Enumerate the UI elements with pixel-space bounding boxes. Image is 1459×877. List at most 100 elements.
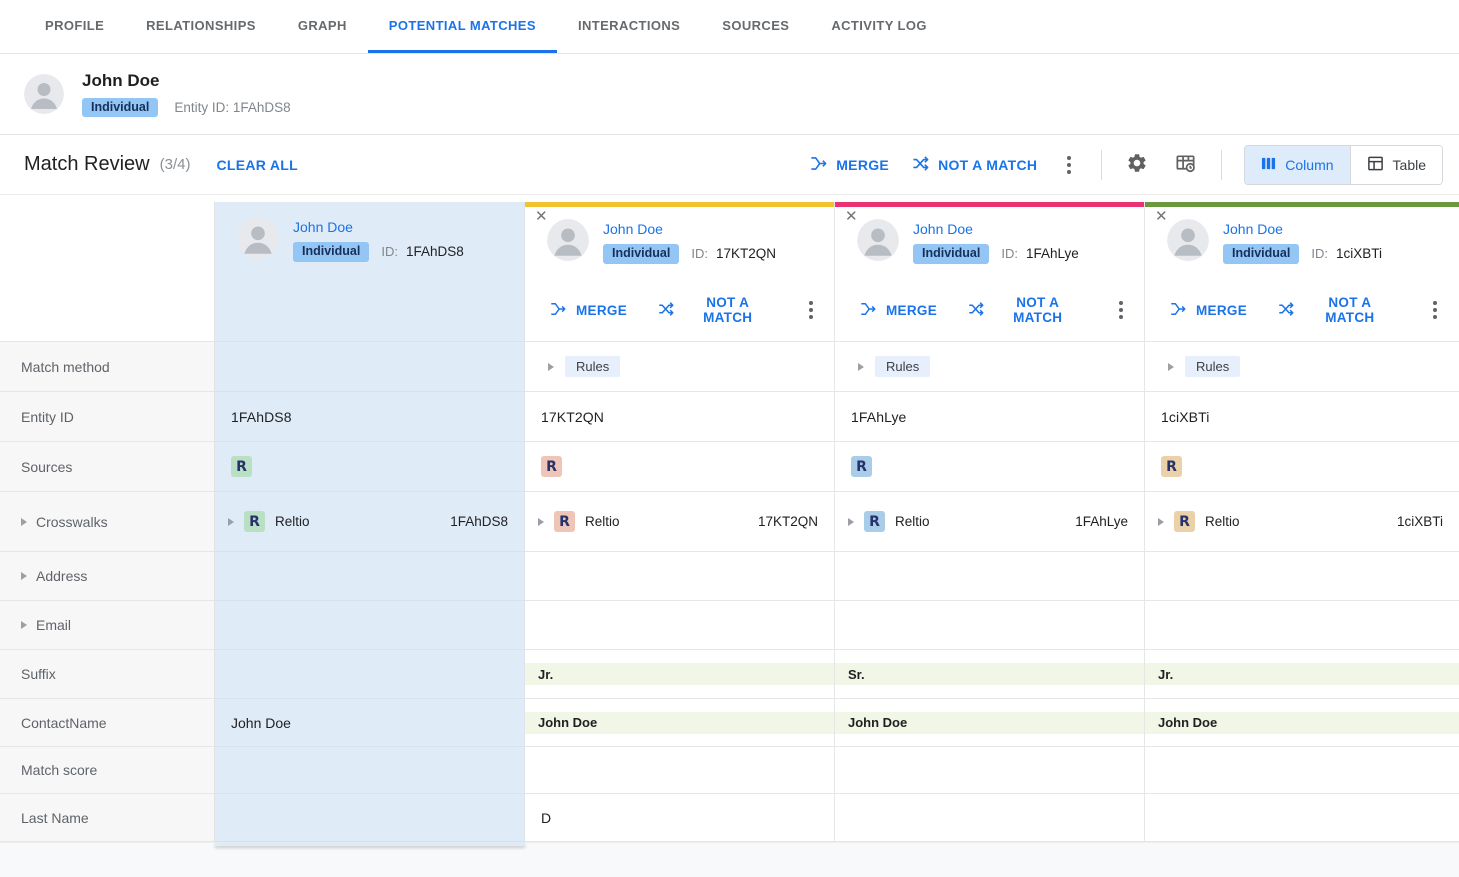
not-a-match-button[interactable]: NOT A MATCH [911, 154, 1037, 176]
tab-relationships[interactable]: RELATIONSHIPS [146, 17, 256, 33]
entity-name-link[interactable]: John Doe [913, 221, 973, 237]
cell-contact-name-3: John Doe [1145, 699, 1459, 747]
expand-arrow-icon[interactable] [538, 517, 544, 526]
expand-arrow-icon[interactable] [228, 517, 234, 526]
shuffle-icon [1277, 300, 1295, 321]
tab-potential-matches[interactable]: POTENTIAL MATCHES [367, 0, 557, 53]
avatar [547, 219, 589, 264]
divider [1221, 149, 1223, 180]
expand-arrow-icon[interactable] [1158, 517, 1164, 526]
entity-id-text: Entity ID: 1FAhDS8 [174, 100, 291, 115]
reltio-source-icon: R [1174, 511, 1195, 532]
cell-email-1 [525, 601, 835, 650]
id-label: ID: [1001, 246, 1018, 262]
tab-profile[interactable]: PROFILE [45, 17, 105, 33]
cell-match-method-base [215, 342, 525, 392]
row-label-match-method: Match method [0, 342, 215, 392]
entity-name-link[interactable]: John Doe [293, 219, 353, 235]
kebab-menu-icon[interactable] [801, 298, 820, 322]
shuffle-icon [967, 300, 985, 321]
entity-name-link[interactable]: John Doe [1223, 221, 1283, 237]
kebab-menu-icon[interactable] [1059, 153, 1079, 177]
entity-id-value: 17KT2QN [715, 246, 776, 262]
merge-button[interactable]: MERGE [809, 154, 889, 176]
expand-arrow-icon[interactable] [848, 517, 854, 526]
expand-arrow-icon[interactable] [21, 572, 27, 580]
reltio-source-icon: R [541, 456, 562, 477]
match-highlight-band: Sr. [835, 663, 1144, 685]
tab-graph[interactable]: GRAPH [297, 17, 347, 33]
avatar [237, 217, 279, 262]
tab-interactions[interactable]: INTERACTIONS [577, 17, 681, 33]
match-count: (3/4) [159, 156, 191, 173]
gear-icon [1126, 152, 1148, 177]
reltio-source-icon: R [231, 456, 252, 477]
merge-icon [859, 300, 877, 321]
cell-email-3 [1145, 601, 1459, 650]
column-view-button[interactable]: Column [1245, 145, 1350, 184]
merge-icon [809, 154, 828, 176]
kebab-menu-icon[interactable] [1426, 298, 1445, 322]
match-highlight-band: John Doe [835, 711, 1144, 734]
reltio-source-icon: R [554, 511, 575, 532]
row-label-crosswalks[interactable]: Crosswalks [0, 492, 215, 552]
entity-id-value: 1FAhDS8 [405, 244, 464, 260]
match-rule-chip: Rules [875, 356, 931, 377]
match-column-header-1: ✕ John Doe Individual ID: 17KT2QN MERGE … [525, 202, 835, 342]
merge-button[interactable]: MERGE [859, 300, 937, 321]
reltio-source-icon: R [244, 511, 265, 532]
match-highlight-band: Jr. [525, 663, 834, 685]
close-icon[interactable]: ✕ [1155, 208, 1168, 225]
reltio-source-icon: R [1161, 456, 1182, 477]
match-accent-bar [1145, 202, 1459, 207]
table-view-button[interactable]: Table [1349, 145, 1442, 184]
cell-match-method-2: Rules [835, 342, 1145, 392]
match-highlight-band: John Doe [525, 711, 834, 734]
expand-arrow-icon[interactable] [21, 517, 27, 526]
entity-type-badge: Individual [82, 97, 159, 118]
kebab-menu-icon[interactable] [1111, 298, 1130, 322]
settings-button[interactable] [1124, 150, 1150, 179]
cell-last-name-3 [1145, 794, 1459, 842]
cell-address-3 [1145, 552, 1459, 601]
tab-sources[interactable]: SOURCES [722, 17, 790, 33]
entity-type-badge: Individual [913, 244, 990, 264]
tab-activity-log[interactable]: ACTIVITY LOG [831, 17, 927, 33]
not-a-match-button[interactable]: NOT A MATCH [967, 295, 1081, 325]
avatar [857, 219, 899, 264]
merge-button[interactable]: MERGE [1169, 300, 1247, 321]
match-column-header-3: ✕ John Doe Individual ID: 1ciXBTi MERGE … [1145, 202, 1459, 342]
cell-crosswalks-base: R Reltio 1FAhDS8 [215, 492, 525, 552]
expand-arrow-icon[interactable] [21, 621, 27, 629]
merge-button[interactable]: MERGE [549, 300, 627, 321]
close-icon[interactable]: ✕ [535, 208, 548, 225]
cell-address-base [215, 552, 525, 601]
cell-entity-id-2: 1FAhLye [835, 392, 1145, 442]
table-preferences-button[interactable] [1172, 150, 1199, 180]
row-label-entity-id: Entity ID [0, 392, 215, 442]
expand-arrow-icon[interactable] [858, 362, 864, 371]
row-label-contact-name: ContactName [0, 699, 215, 747]
cell-suffix-2: Sr. [835, 650, 1145, 699]
cell-last-name-2 [835, 794, 1145, 842]
expand-arrow-icon[interactable] [1168, 362, 1174, 371]
clear-all-button[interactable]: CLEAR ALL [216, 156, 298, 173]
expand-arrow-icon[interactable] [548, 362, 554, 371]
row-label-address[interactable]: Address [0, 552, 215, 601]
entity-id-value: 1FAhLye [1025, 246, 1079, 262]
entity-tab-bar: PROFILE RELATIONSHIPS GRAPH POTENTIAL MA… [0, 0, 1459, 54]
cell-match-method-3: Rules [1145, 342, 1459, 392]
cell-crosswalks-3: R Reltio 1ciXBTi [1145, 492, 1459, 552]
entity-name-link[interactable]: John Doe [603, 221, 663, 237]
close-icon[interactable]: ✕ [845, 208, 858, 225]
cell-match-score-1 [525, 747, 835, 794]
cell-match-method-1: Rules [525, 342, 835, 392]
grid-corner [0, 202, 215, 342]
match-review-toolbar: Match Review (3/4) CLEAR ALL MERGE NOT A… [0, 135, 1459, 195]
not-a-match-button[interactable]: NOT A MATCH [1277, 295, 1396, 325]
divider [1101, 149, 1103, 180]
not-a-match-button[interactable]: NOT A MATCH [657, 295, 771, 325]
cell-email-base [215, 601, 525, 650]
row-label-email[interactable]: Email [0, 601, 215, 650]
cell-sources-2: R [835, 442, 1145, 492]
